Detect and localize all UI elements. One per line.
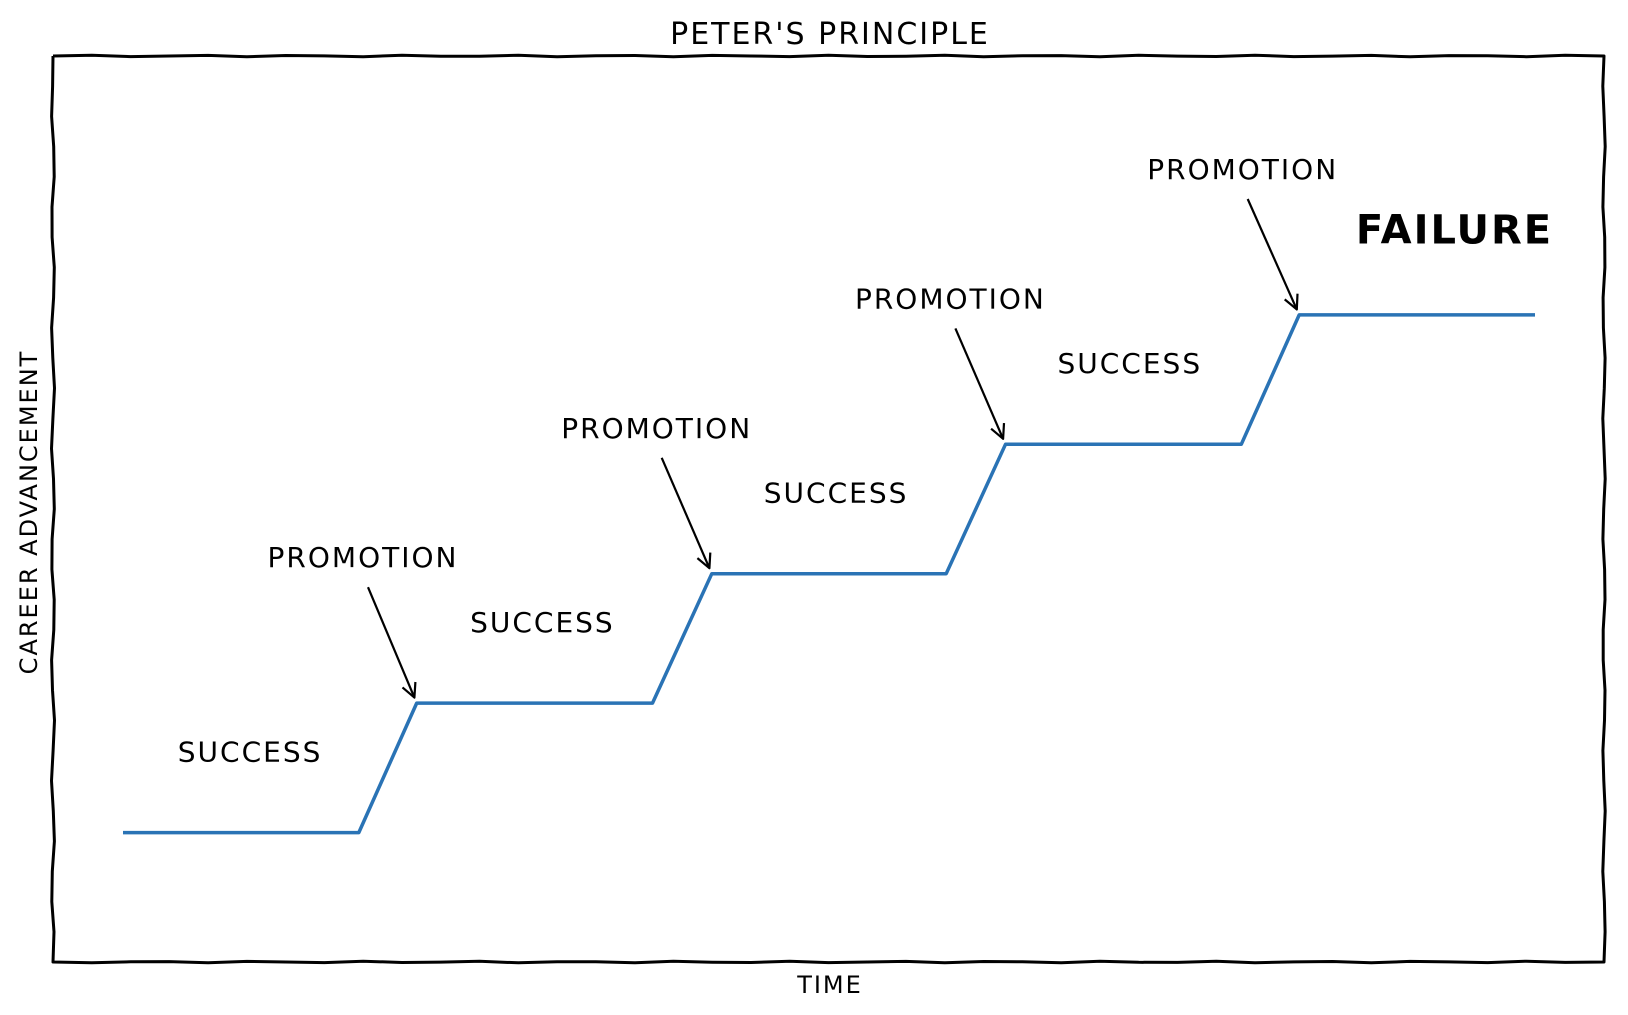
failure-label: FAILURE [1356,208,1553,254]
promotion-label: PROMOTION [855,282,1046,315]
chart-title: PETER'S PRINCIPLE [670,17,990,52]
y-axis-label: CAREER ADVANCEMENT [15,350,43,675]
series-layer [123,313,1535,835]
success-label: SUCCESS [470,606,615,639]
promotion-arrow [1246,198,1299,311]
promotion-arrow [366,586,417,699]
plot-frame [50,53,1607,965]
career-line-series-0 [123,313,1535,835]
promotion-label: PROMOTION [561,412,752,445]
promotion-label: PROMOTION [1147,153,1338,186]
promotion-label: PROMOTION [268,541,459,574]
promotion-arrow [660,457,712,570]
annotation-layer: SUCCESS SUCCESS SUCCESS SUCCESS PROMOTION PRO… [178,153,1553,768]
promotion-arrow [954,327,1006,440]
success-label: SUCCESS [1057,347,1202,380]
x-axis-label: TIME [796,971,863,999]
success-label: SUCCESS [178,735,323,768]
success-label: SUCCESS [764,477,909,510]
